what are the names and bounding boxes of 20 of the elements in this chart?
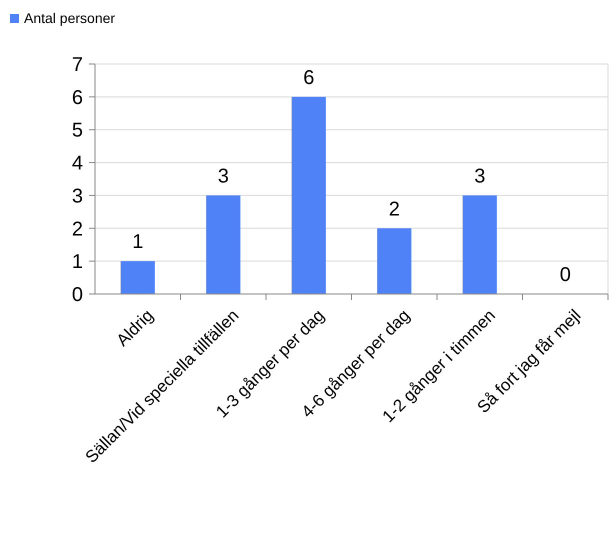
data-label: 2 xyxy=(388,198,400,220)
y-tick-label: 2 xyxy=(72,218,83,240)
bar xyxy=(377,228,412,294)
data-label: 3 xyxy=(474,165,486,188)
y-tick-label: 0 xyxy=(72,284,83,306)
y-tick-label: 4 xyxy=(72,152,83,175)
y-tick-label: 3 xyxy=(72,185,83,208)
y-tick-label: 7 xyxy=(72,54,83,76)
legend-label: Antal personer xyxy=(24,10,116,26)
bar xyxy=(120,261,155,294)
data-label: 0 xyxy=(560,264,571,286)
y-tick-label: 1 xyxy=(72,251,83,274)
data-label: 1 xyxy=(132,231,144,254)
y-tick-label: 6 xyxy=(72,86,83,109)
bar xyxy=(292,96,326,294)
bar xyxy=(462,195,497,294)
y-tick-label: 5 xyxy=(72,120,83,142)
bar xyxy=(206,195,240,294)
data-label: 3 xyxy=(218,165,229,188)
data-label: 6 xyxy=(303,66,314,89)
